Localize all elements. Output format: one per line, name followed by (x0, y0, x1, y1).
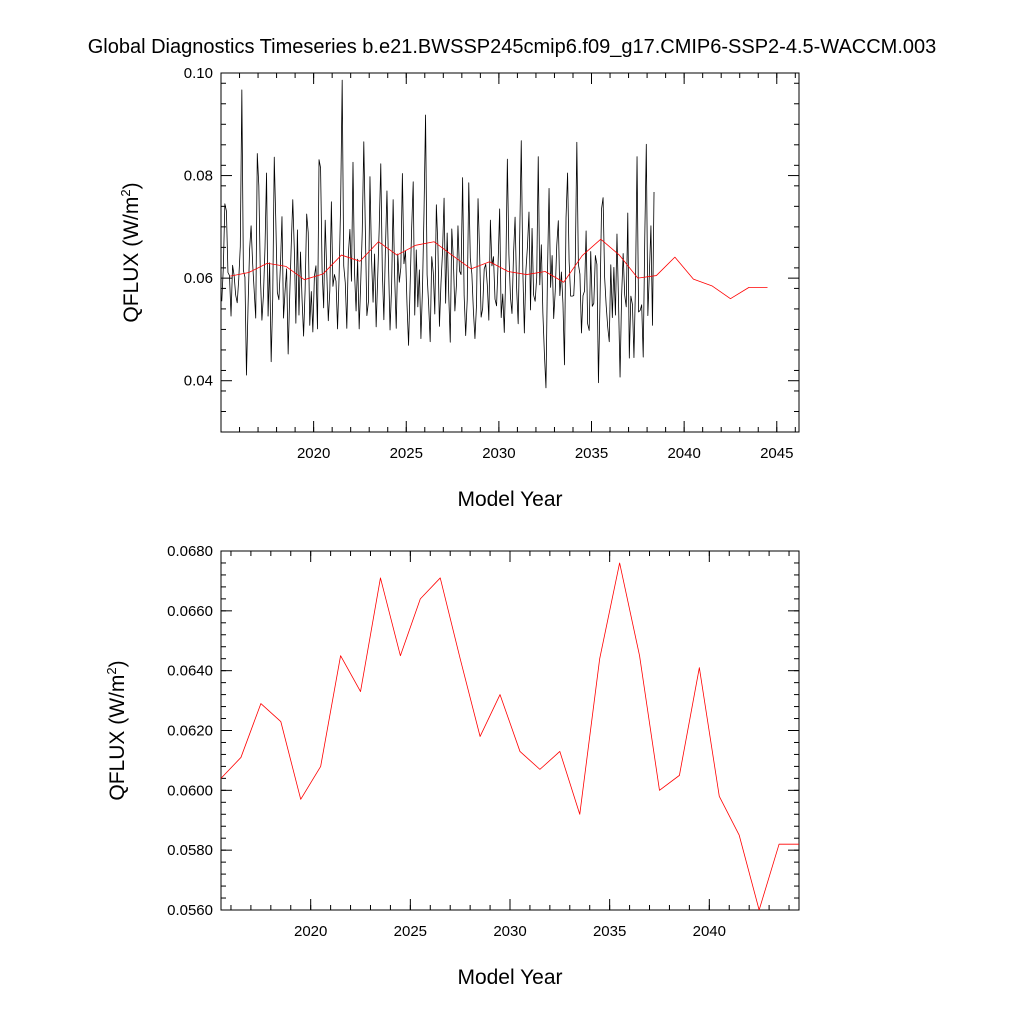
y-tick-label: 0.10 (184, 65, 213, 82)
x-tick-label: 2025 (394, 923, 427, 940)
x-tick-label: 2040 (693, 923, 726, 940)
x-tick-label: 2045 (760, 445, 793, 462)
plot-panel-2: 2020 2025 2030 2035 2040 0.0560 0.0580 0.0600 0.… (104, 543, 800, 989)
x-tick-label: 2030 (482, 445, 515, 462)
x-axis-label: Model Year (457, 488, 562, 511)
chart-title: Global Diagnostics Timeseries b.e21.BWSS… (87, 36, 937, 58)
x-tick-label: 2035 (593, 923, 626, 940)
x-tick-label: 2020 (294, 923, 327, 940)
x-tick-label: 2035 (575, 445, 608, 462)
x-axis-label: Model Year (457, 966, 562, 989)
series-line-annual-mean (230, 238, 768, 300)
y-tick-label: 0.06 (184, 270, 213, 287)
y-tick-label: 0.0620 (167, 723, 213, 740)
y-tick-label: 0.0680 (167, 543, 213, 560)
y-tick-label: 0.04 (184, 373, 213, 390)
x-tick-label: 2040 (667, 445, 700, 462)
plot-panel-1: 2020 2025 2030 2035 2040 2045 0.04 0.06 0.08 0.10… (118, 65, 800, 511)
plot-frame (220, 550, 800, 911)
series-line-annual-mean (221, 562, 799, 910)
x-tick-label: 2025 (390, 445, 423, 462)
y-tick-label: 0.0660 (167, 603, 213, 620)
y-tick-label: 0.0640 (167, 663, 213, 680)
y-tick-label: 0.08 (184, 168, 213, 185)
x-tick-label: 2030 (493, 923, 526, 940)
x-tick-label: 2020 (297, 445, 330, 462)
y-axis-label: QFLUX (W/m2) (118, 182, 143, 322)
y-tick-label: 0.0580 (167, 842, 213, 859)
y-tick-label: 0.0560 (167, 902, 213, 919)
y-tick-label: 0.0600 (167, 782, 213, 799)
y-axis-label: QFLUX (W/m2) (104, 660, 129, 800)
series-line-monthly (221, 79, 655, 389)
plot-frame (220, 72, 800, 433)
